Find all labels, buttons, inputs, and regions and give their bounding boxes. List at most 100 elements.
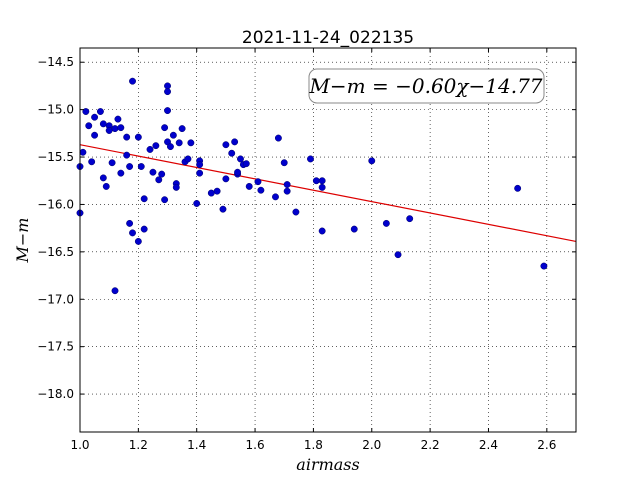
- y-tick-label: −15.5: [37, 150, 74, 164]
- data-point: [196, 161, 204, 169]
- data-point: [175, 139, 183, 147]
- annotation-text: M−m = −0.60χ−14.77: [308, 74, 542, 98]
- data-point: [245, 182, 253, 190]
- data-point: [307, 155, 314, 163]
- x-tick-label: 1.6: [246, 438, 265, 452]
- data-point: [187, 139, 195, 147]
- x-tick-label: 1.2: [129, 438, 148, 452]
- data-point: [254, 178, 262, 186]
- data-point: [79, 148, 87, 156]
- data-point: [137, 163, 145, 170]
- data-point: [196, 169, 204, 177]
- data-point: [126, 163, 134, 170]
- data-point: [272, 193, 279, 201]
- data-point: [231, 138, 239, 146]
- data-point: [146, 146, 154, 153]
- y-tick-label: −18.0: [37, 387, 74, 401]
- data-point: [172, 183, 180, 191]
- data-point: [129, 77, 136, 85]
- y-tick-label: −17.5: [37, 340, 74, 354]
- data-point: [108, 159, 116, 167]
- data-point: [126, 219, 134, 227]
- data-point: [280, 159, 288, 167]
- data-point: [242, 160, 250, 168]
- data-points: [76, 77, 548, 295]
- data-point: [234, 168, 242, 176]
- data-point: [111, 287, 119, 295]
- data-point: [134, 237, 142, 245]
- data-point: [91, 131, 99, 139]
- data-point: [123, 151, 131, 159]
- data-point: [318, 183, 326, 191]
- data-point: [169, 131, 177, 139]
- plot-area: [80, 48, 576, 432]
- data-point: [350, 225, 358, 233]
- y-tick-label: −17.0: [37, 292, 74, 306]
- data-point: [102, 182, 110, 190]
- x-tick-label: 2.2: [421, 438, 440, 452]
- data-point: [140, 195, 148, 203]
- data-point: [164, 107, 171, 115]
- y-tick-label: −16.5: [37, 245, 74, 259]
- data-point: [257, 186, 265, 194]
- grid: [80, 48, 576, 432]
- data-point: [283, 187, 291, 195]
- data-point: [158, 170, 166, 178]
- data-point: [228, 149, 236, 157]
- data-point: [152, 142, 160, 150]
- data-point: [237, 155, 244, 163]
- x-axis-label: airmass: [296, 455, 359, 474]
- ticks: [79, 48, 576, 432]
- data-point: [406, 215, 414, 223]
- x-tick-label: 1.8: [304, 438, 323, 452]
- data-point: [184, 155, 192, 163]
- x-tick-label: 2.6: [537, 438, 556, 452]
- x-tick-label: 2.4: [479, 438, 498, 452]
- annotation-box: [308, 68, 545, 104]
- data-point: [222, 175, 230, 183]
- data-point: [117, 169, 125, 177]
- data-point: [149, 168, 157, 176]
- data-point: [134, 133, 142, 141]
- data-point: [368, 157, 376, 165]
- data-point: [99, 174, 107, 182]
- data-point: [274, 134, 282, 142]
- data-point: [123, 133, 131, 141]
- data-point: [85, 122, 93, 130]
- data-point: [283, 181, 291, 188]
- y-tick-labels: −14.5 −15.0 −15.5 −16.0 −16.5 −17.0 −17.5 −18.0: [37, 55, 74, 401]
- y-tick-label: −14.5: [37, 55, 74, 69]
- data-point: [164, 88, 171, 96]
- data-point: [155, 176, 163, 184]
- data-point: [382, 219, 390, 227]
- data-point: [114, 115, 122, 123]
- data-point: [318, 227, 326, 235]
- fit-line: [79, 144, 577, 243]
- y-axis-label: M−m: [13, 218, 32, 264]
- data-point: [105, 127, 113, 134]
- data-point: [129, 229, 136, 237]
- x-tick-labels: 1.0 1.2 1.4 1.6 1.8 2.0 2.2 2.4 2.6: [70, 438, 556, 452]
- fit-annotation: M−m = −0.60χ−14.77: [308, 68, 545, 104]
- data-point: [140, 225, 148, 233]
- data-point: [178, 125, 186, 133]
- data-point: [193, 200, 201, 207]
- data-point: [88, 158, 96, 166]
- data-point: [394, 251, 402, 259]
- x-tick-label: 1.4: [187, 438, 206, 452]
- data-point: [117, 124, 125, 132]
- data-point: [161, 196, 169, 204]
- data-point: [82, 108, 90, 115]
- data-point: [318, 177, 326, 185]
- data-point: [99, 120, 107, 128]
- chart-title: 2021-11-24_022135: [242, 28, 414, 48]
- x-tick-label: 1.0: [70, 438, 89, 452]
- data-point: [161, 124, 169, 132]
- x-tick-label: 2.0: [362, 438, 381, 452]
- data-point: [96, 108, 104, 115]
- data-point: [222, 141, 230, 149]
- data-point: [213, 187, 221, 195]
- y-tick-label: −15.0: [37, 103, 74, 117]
- data-point: [166, 143, 174, 151]
